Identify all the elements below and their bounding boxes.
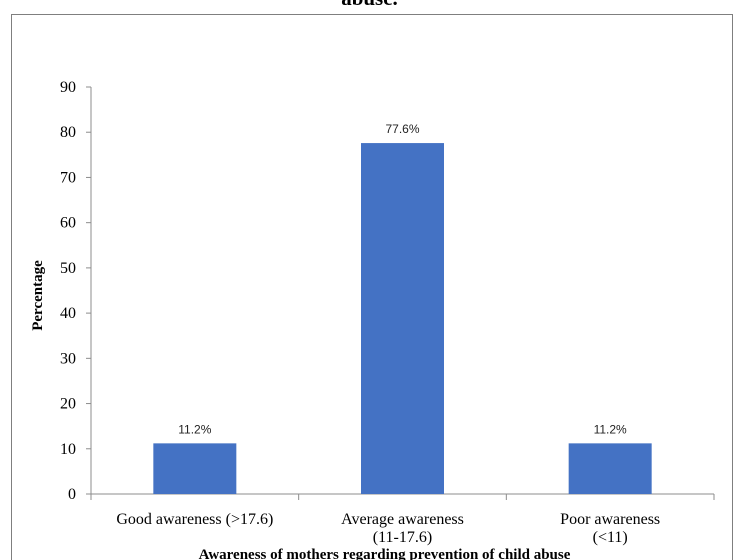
x-tick-label: Good awareness (>17.6) bbox=[116, 511, 273, 528]
y-tick-label: 90 bbox=[60, 79, 76, 96]
bar bbox=[361, 143, 444, 494]
x-tick-label: Average awareness (11-17.6) bbox=[341, 511, 464, 546]
data-label: 11.2% bbox=[594, 422, 627, 436]
chart-title: abuse. bbox=[0, 0, 739, 10]
data-labels: 11.2% 77.6% 11.2% bbox=[178, 122, 627, 436]
y-tick-label: 0 bbox=[68, 486, 76, 503]
x-axis: Good awareness (>17.6) Average awareness(… bbox=[90, 493, 715, 546]
data-label: 77.6% bbox=[385, 122, 419, 136]
y-tick-label: 60 bbox=[60, 215, 76, 232]
y-tick-label: 10 bbox=[60, 441, 76, 458]
y-tick-label: 50 bbox=[60, 260, 76, 277]
y-tick-label: 70 bbox=[60, 169, 76, 186]
chart-frame bbox=[11, 14, 733, 560]
bars bbox=[153, 143, 652, 494]
data-label: 11.2% bbox=[178, 422, 211, 436]
y-tick-label: 80 bbox=[60, 124, 76, 141]
bar bbox=[153, 443, 237, 494]
y-axis-title: Percentage bbox=[30, 260, 46, 331]
y-tick-label: 20 bbox=[60, 396, 76, 413]
x-axis-title: Awareness of mothers regarding preventio… bbox=[199, 547, 571, 560]
y-tick-label: 40 bbox=[60, 305, 76, 322]
y-tick-label: 30 bbox=[60, 350, 76, 367]
x-tick-label: Poor awareness (<11) bbox=[560, 511, 660, 546]
bar bbox=[568, 443, 652, 494]
y-axis: 0 10 20 30 40 50 60 70 80 90 bbox=[60, 79, 92, 503]
